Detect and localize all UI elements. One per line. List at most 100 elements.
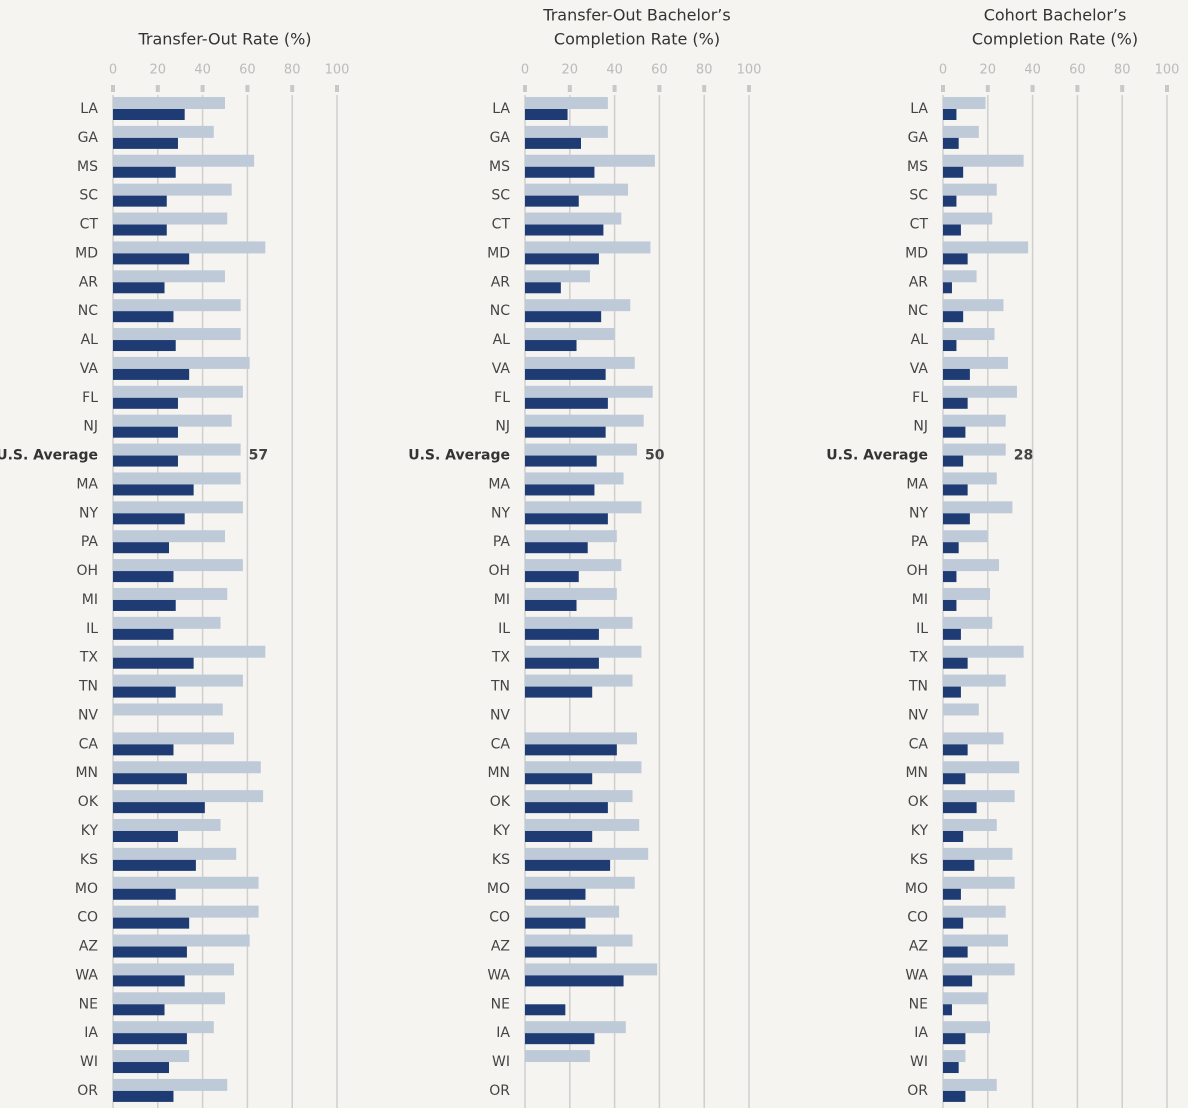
tick-mark (985, 85, 990, 92)
bar (525, 340, 577, 352)
panel-title: Transfer-Out Rate (%) (137, 30, 311, 49)
bar (113, 501, 243, 514)
category-label: VA (910, 361, 929, 377)
bar (943, 356, 1008, 369)
category-label: AL (911, 332, 929, 348)
bar (525, 530, 617, 543)
category-label: IL (86, 621, 98, 637)
category-label: AR (909, 274, 929, 290)
tick-mark (1075, 85, 1080, 92)
bar (525, 802, 608, 814)
category-label: OR (489, 1083, 510, 1099)
bar (525, 571, 579, 583)
bar (525, 426, 606, 438)
category-label: NY (491, 505, 510, 521)
category-label: KS (492, 852, 510, 868)
category-label: CO (489, 910, 510, 926)
category-label: MO (905, 881, 928, 897)
bar (113, 628, 174, 640)
category-label: NJ (495, 419, 510, 435)
bar (113, 674, 243, 687)
category-label: CO (77, 910, 98, 926)
category-label: WA (487, 967, 510, 983)
bar (113, 1050, 190, 1063)
bar (113, 703, 223, 716)
bar (113, 761, 261, 774)
category-label: IL (498, 621, 510, 637)
bar (525, 645, 642, 658)
category-label: OK (908, 794, 929, 810)
bar (943, 125, 979, 138)
category-label: MD (75, 245, 98, 261)
category-label: NY (79, 505, 98, 521)
bar (943, 299, 1004, 312)
category-label: SC (79, 188, 98, 204)
value-label: 28 (1014, 448, 1033, 464)
x-tick-label: 80 (284, 63, 301, 78)
bar (943, 368, 970, 380)
bar (113, 559, 243, 572)
bar (113, 1004, 165, 1016)
bar (113, 513, 185, 525)
bar (113, 253, 190, 265)
bar (943, 414, 1006, 427)
panel-title: Transfer-Out Bachelor’s (542, 6, 730, 25)
bar (525, 455, 597, 467)
bar (525, 917, 586, 929)
bar (113, 241, 266, 254)
bar (525, 934, 633, 947)
category-label: MI (82, 592, 98, 608)
category-label: MS (489, 159, 510, 175)
bar (525, 616, 633, 629)
bar (943, 1004, 952, 1016)
bar (113, 385, 243, 398)
bar (943, 241, 1029, 254)
bar (943, 819, 997, 831)
bar (943, 154, 1024, 167)
category-label: WA (905, 967, 928, 983)
bar (525, 195, 579, 207)
bar (525, 686, 593, 698)
bar (113, 270, 225, 283)
category-label: PA (911, 534, 929, 550)
bar (525, 513, 608, 525)
bar (113, 530, 225, 543)
bar (525, 876, 635, 889)
bar (943, 963, 1015, 976)
x-tick-label: 0 (109, 63, 117, 78)
bar (943, 975, 973, 987)
bar (113, 571, 174, 583)
category-label: CO (907, 910, 928, 926)
tick-mark (1030, 85, 1035, 92)
bar (943, 1021, 991, 1034)
bar (525, 125, 608, 138)
bar (943, 183, 997, 196)
category-label: OR (77, 1083, 98, 1099)
bar (113, 426, 178, 438)
bar (113, 542, 169, 554)
bar (525, 414, 644, 427)
bar (525, 282, 561, 294)
category-label: GA (908, 130, 929, 146)
bar (943, 744, 968, 756)
category-label: IA (84, 1025, 98, 1041)
tick-mark (523, 85, 527, 92)
bar (943, 599, 957, 611)
category-label: KS (910, 852, 928, 868)
bar (943, 426, 966, 438)
bar (525, 559, 622, 572)
category-label: LA (80, 101, 98, 117)
bar (943, 1033, 966, 1045)
tick-mark (702, 85, 707, 92)
bar (525, 963, 658, 976)
bar (525, 501, 642, 514)
category-label: AZ (79, 939, 98, 955)
x-tick-label: 40 (606, 63, 623, 78)
category-label: TN (490, 679, 510, 695)
category-label: KY (81, 823, 99, 839)
category-label: TX (79, 650, 99, 666)
bar (943, 340, 957, 352)
category-label: NV (908, 707, 928, 723)
bar (525, 443, 637, 456)
category-label: IA (496, 1025, 510, 1041)
